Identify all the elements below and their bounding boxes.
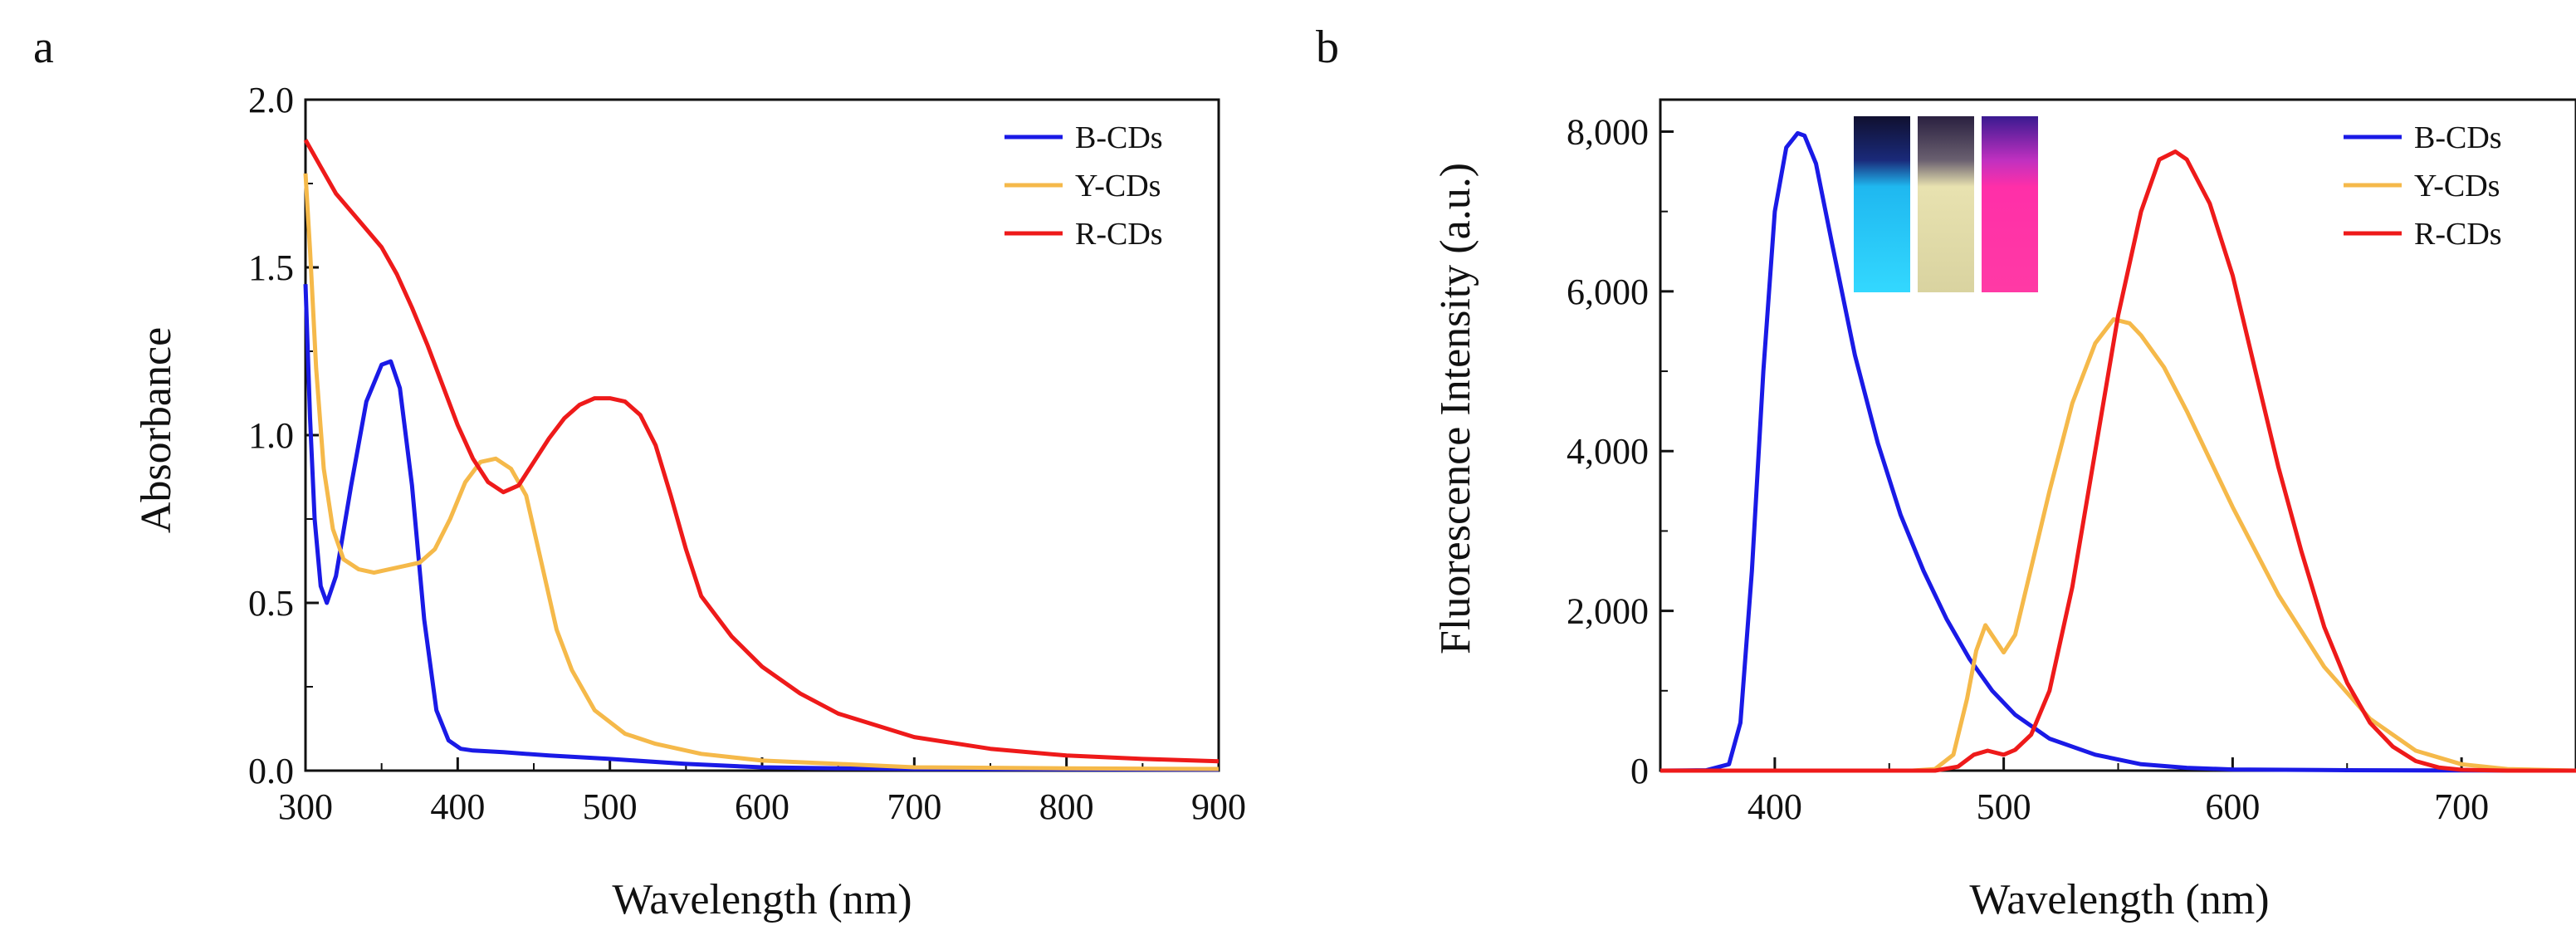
panel-label-b: b <box>1316 22 1339 73</box>
panel-b-plot-area: 400 500 600 700 0 2,000 4,000 6,000 8,000 B-CDs Y-… <box>1567 98 2576 827</box>
panel-a: a 300 400 500 600 700 800 900 0.0 0.5 1.0 1.5 2.0 B-… <box>33 22 1246 923</box>
panel-b-series-r-cds <box>1660 149 2576 773</box>
cuvette-blue <box>1854 116 1910 292</box>
panel-b-x-axis-title: Wavelength (nm) <box>1969 876 2269 923</box>
panel-a-x-tick-label: 800 <box>1039 786 1094 827</box>
panel-b-x-tick-label: 600 <box>2205 786 2260 827</box>
panel-b-legend-label: Y-CDs <box>2414 169 2500 203</box>
cuvette-yellow <box>1918 116 1974 292</box>
panel-a-x-axis-title: Wavelength (nm) <box>612 876 912 923</box>
panel-b-series-y-cds <box>1660 317 2576 773</box>
panel-a-x-tick-label: 900 <box>1191 786 1246 827</box>
panel-a-y-axis-title: Absorbance <box>133 327 180 533</box>
panel-a-y-tick-label: 2.0 <box>248 80 294 120</box>
panel-b-y-tick-label: 0 <box>1630 751 1649 791</box>
panel-a-x-tick-label: 500 <box>583 786 638 827</box>
panel-a-series-r-cds <box>303 139 1220 764</box>
panel-a-legend-label: B-CDs <box>1075 120 1163 155</box>
panel-b-legend-label: B-CDs <box>2414 120 2502 155</box>
cuvette-photo-inset <box>1854 116 2038 292</box>
panel-b-y-tick-label: 8,000 <box>1567 111 1649 152</box>
panel-b-x-tick-label: 500 <box>1977 786 2031 827</box>
panel-b-series-b-cds <box>1659 130 2576 773</box>
panel-a-x-tick-label: 700 <box>887 786 941 827</box>
panel-a-series-y-cds <box>303 173 1220 771</box>
panel-b-x-tick-label: 400 <box>1747 786 1802 827</box>
panel-b-y-tick-label: 6,000 <box>1567 272 1649 312</box>
panel-a-y-tick-label: 0.5 <box>248 583 294 624</box>
panel-b-legend-label: R-CDs <box>2414 217 2502 252</box>
panel-a-legend-label: Y-CDs <box>1075 169 1161 203</box>
panel-a-x-tick-label: 600 <box>735 786 789 827</box>
panel-a-series-b-cds <box>303 284 1220 772</box>
panel-label-a: a <box>33 22 54 73</box>
panel-a-x-tick-label: 400 <box>430 786 485 827</box>
panel-b-y-tick-label: 2,000 <box>1567 591 1649 632</box>
panel-a-y-tick-label: 1.0 <box>248 415 294 456</box>
panel-b-y-axis-title: Fluorescence Intensity (a.u.) <box>1432 163 1479 654</box>
panel-b-x-tick-label: 700 <box>2434 786 2489 827</box>
cuvette-pink <box>1982 116 2038 292</box>
panel-a-plot-area: 300 400 500 600 700 800 900 0.0 0.5 1.0 1.5 2.0 B-CD… <box>248 80 1246 827</box>
panel-a-legend-label: R-CDs <box>1075 217 1163 252</box>
panel-b-y-tick-label: 4,000 <box>1567 431 1649 472</box>
panel-a-x-tick-label: 300 <box>278 786 333 827</box>
panel-b: b 400 500 600 700 0 2,000 4,000 6,000 8,000 B-CDs… <box>1316 22 2576 923</box>
panel-a-y-tick-label: 0.0 <box>248 751 294 791</box>
panel-a-y-tick-label: 1.5 <box>248 247 294 288</box>
